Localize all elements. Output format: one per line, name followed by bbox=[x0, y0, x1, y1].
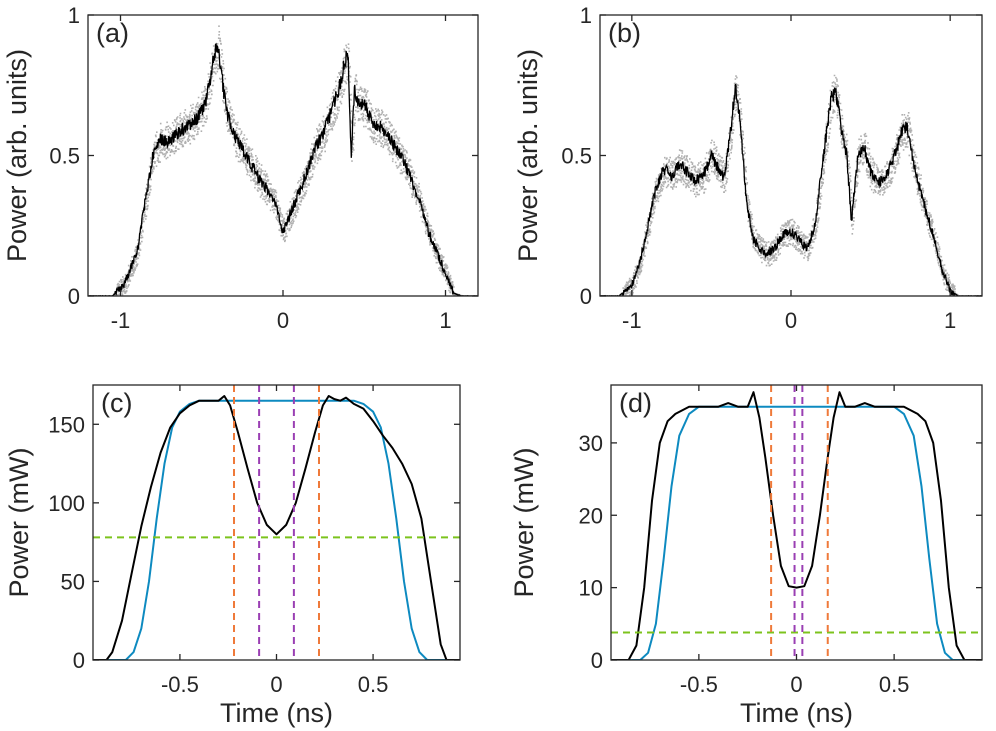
series-measured-noisy--points bbox=[88, 25, 478, 296]
x-tick-label: -0.5 bbox=[161, 672, 199, 697]
series-measured-noisy- bbox=[88, 25, 478, 296]
plot-area bbox=[88, 25, 478, 296]
y-tick-label: 0 bbox=[580, 284, 592, 309]
panel-label: (a) bbox=[96, 18, 129, 48]
x-tick-label: 0.5 bbox=[879, 672, 910, 697]
y-axis-label: Power (arb. units) bbox=[513, 49, 543, 262]
y-axis-label: Power (arb. units) bbox=[2, 49, 32, 262]
series-averaged bbox=[88, 42, 478, 296]
axes-box bbox=[92, 384, 461, 661]
plot-area bbox=[600, 74, 982, 296]
x-tick-label: 1 bbox=[944, 308, 956, 333]
series-black bbox=[611, 391, 982, 660]
series-blue bbox=[93, 399, 460, 660]
y-tick-label: 1 bbox=[68, 3, 80, 28]
x-tick-label: 0 bbox=[277, 308, 289, 333]
series-black bbox=[93, 395, 460, 660]
x-axis-label: Time (ns) bbox=[220, 698, 333, 728]
panel-label: (c) bbox=[101, 388, 132, 418]
plot-area bbox=[611, 385, 982, 660]
y-tick-label: 0 bbox=[591, 648, 603, 673]
plot-area bbox=[93, 385, 460, 660]
panel-label: (b) bbox=[608, 18, 641, 48]
x-tick-label: 0 bbox=[790, 672, 802, 697]
y-tick-label: 20 bbox=[579, 503, 603, 528]
x-axis-label: Time (ns) bbox=[740, 698, 853, 728]
chart-panel-a: -1 0 1 0 0.5 1 (a) Power (arb. units) bbox=[2, 3, 479, 333]
x-tick-label: 0 bbox=[270, 672, 282, 697]
x-tick-label: 1 bbox=[439, 308, 451, 333]
y-tick-label: 50 bbox=[61, 569, 85, 594]
y-tick-label: 0.5 bbox=[49, 144, 80, 169]
y-axis-label: Power (mW) bbox=[509, 448, 539, 598]
x-tick-label: 0.5 bbox=[358, 672, 389, 697]
y-tick-label: 150 bbox=[48, 412, 85, 437]
x-tick-label: -0.5 bbox=[680, 672, 718, 697]
x-tick-label: 0 bbox=[785, 308, 797, 333]
y-axis-label: Power (mW) bbox=[4, 448, 34, 598]
y-tick-label: 0 bbox=[73, 648, 85, 673]
panel-label: (d) bbox=[619, 388, 652, 418]
y-tick-label: 1 bbox=[580, 3, 592, 28]
axes-box bbox=[599, 14, 983, 297]
chart-panel-b: -1 0 1 0 0.5 1 (b) Power (arb. units) bbox=[513, 3, 983, 333]
chart-panel-d: -0.5 0 0.5 0 10 20 30 (d) Power (mW) Time (ns) bbox=[509, 384, 983, 728]
y-tick-label: 30 bbox=[579, 431, 603, 456]
y-tick-label: 0 bbox=[68, 284, 80, 309]
y-tick-label: 10 bbox=[579, 576, 603, 601]
axes-box bbox=[87, 14, 479, 297]
x-tick-label: -1 bbox=[111, 308, 131, 333]
series-averaged bbox=[600, 83, 982, 296]
y-tick-label: 0.5 bbox=[561, 144, 592, 169]
y-tick-label: 100 bbox=[48, 491, 85, 516]
chart-panel-c: -0.5 0 0.5 0 50 100 150 (c) Power (mW) Time (ns) bbox=[4, 384, 461, 728]
series-blue bbox=[611, 405, 982, 660]
x-tick-label: -1 bbox=[622, 308, 642, 333]
